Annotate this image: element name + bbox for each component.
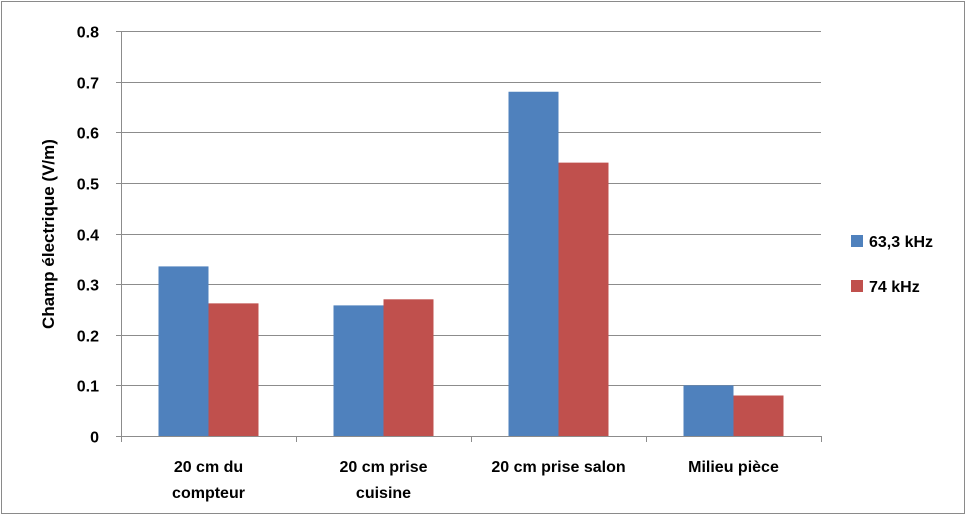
bar [683,385,734,436]
y-tick-label: 0.8 [77,25,99,42]
legend-swatch [851,280,863,292]
y-tick-label: 0.4 [77,228,99,245]
x-tick-label-line: Milieu pièce [688,459,779,476]
y-tick-label: 0.3 [77,278,99,295]
legend-label: 63,3 kHz [869,234,933,251]
y-axis-title: Champ électrique (V/m) [39,139,58,329]
y-tick-label: 0.5 [77,177,99,194]
y-tick-label: 0.7 [77,76,99,93]
legend-swatch [851,235,863,247]
y-tick-label: 0 [90,430,99,447]
legend: 63,3 kHz 74 kHz [851,234,933,296]
legend-label: 74 kHz [869,279,920,296]
bar [733,395,784,436]
y-tick-label: 0.6 [77,126,99,143]
x-tick-label: Milieu pièce [688,459,779,476]
bar [558,162,609,436]
x-tick-label-line: 20 cm prise [339,459,427,476]
bar [508,91,559,436]
y-tick-label: 0.2 [77,329,99,346]
x-tick-label: 20 cm prise cuisine [339,459,427,502]
x-tick-label: 20 cm prise salon [491,459,625,476]
y-tick-labels: 0 0.1 0.2 0.3 0.4 0.5 0.6 0.7 0.8 [77,25,99,447]
x-tick-label-line: compteur [172,485,245,502]
bars [158,91,784,436]
bar [383,299,434,436]
x-tick-label: 20 cm du compteur [172,459,245,502]
y-tick-label: 0.1 [77,379,99,396]
bar [333,305,384,436]
bar [158,266,209,436]
x-tick-label-line: 20 cm du [174,459,243,476]
bar [208,303,259,436]
axes [121,31,822,442]
x-tick-label-line: 20 cm prise salon [491,459,625,476]
x-tick-label-line: cuisine [356,485,411,502]
